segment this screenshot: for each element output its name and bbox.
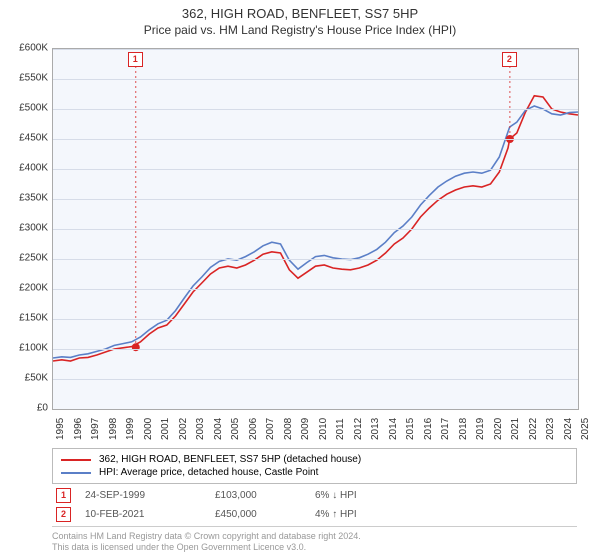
xtick-label: 1998 [108,418,119,440]
xtick-label: 2010 [318,418,329,440]
chart-title: 362, HIGH ROAD, BENFLEET, SS7 5HP [0,0,600,21]
xtick-label: 2004 [213,418,224,440]
xtick-label: 2016 [423,418,434,440]
footer-line-2: This data is licensed under the Open Gov… [52,542,577,553]
sales-date-1: 24-SEP-1999 [85,490,215,501]
plot-area [52,48,579,410]
chart-container: 362, HIGH ROAD, BENFLEET, SS7 5HP Price … [0,0,600,560]
footer-line-1: Contains HM Land Registry data © Crown c… [52,531,577,542]
xtick-label: 1995 [55,418,66,440]
xtick-label: 2017 [440,418,451,440]
sales-table: 1 24-SEP-1999 £103,000 6% ↓ HPI 2 10-FEB… [52,486,577,524]
legend-swatch-hpi [61,472,91,474]
xtick-label: 2005 [230,418,241,440]
sales-price-1: £103,000 [215,490,315,501]
legend: 362, HIGH ROAD, BENFLEET, SS7 5HP (detac… [52,448,577,484]
legend-item-hpi: HPI: Average price, detached house, Cast… [61,466,568,479]
ytick-label: £200K [19,283,48,294]
xtick-label: 2021 [510,418,521,440]
sale-marker-chart: 1 [128,52,143,67]
sales-price-2: £450,000 [215,509,315,520]
ytick-label: £600K [19,43,48,54]
ytick-label: £0 [37,403,48,414]
ytick-label: £550K [19,73,48,84]
ytick-label: £150K [19,313,48,324]
xtick-label: 1999 [125,418,136,440]
xtick-label: 1997 [90,418,101,440]
xtick-label: 1996 [73,418,84,440]
xtick-label: 2025 [580,418,591,440]
legend-swatch-address [61,459,91,461]
ytick-label: £100K [19,343,48,354]
ytick-label: £500K [19,103,48,114]
sales-diff-2: 4% ↑ HPI [315,509,415,520]
sales-marker-2: 2 [56,507,71,522]
xtick-label: 2023 [545,418,556,440]
xtick-label: 2003 [195,418,206,440]
xtick-label: 2012 [353,418,364,440]
xtick-label: 2022 [528,418,539,440]
sale-marker-chart: 2 [502,52,517,67]
sale-point-dot [132,343,140,351]
sales-marker-1: 1 [56,488,71,503]
xtick-label: 2013 [370,418,381,440]
xtick-label: 2011 [335,418,346,440]
xtick-label: 2000 [143,418,154,440]
xtick-label: 2006 [248,418,259,440]
footer: Contains HM Land Registry data © Crown c… [52,526,577,554]
ytick-label: £300K [19,223,48,234]
xtick-label: 2007 [265,418,276,440]
xtick-label: 2008 [283,418,294,440]
legend-label-address: 362, HIGH ROAD, BENFLEET, SS7 5HP (detac… [99,454,361,465]
sales-row-2: 2 10-FEB-2021 £450,000 4% ↑ HPI [52,505,577,524]
legend-item-address: 362, HIGH ROAD, BENFLEET, SS7 5HP (detac… [61,453,568,466]
sales-row-1: 1 24-SEP-1999 £103,000 6% ↓ HPI [52,486,577,505]
ytick-label: £400K [19,163,48,174]
xtick-label: 2024 [563,418,574,440]
ytick-label: £50K [25,373,48,384]
xtick-label: 2020 [493,418,504,440]
ytick-label: £450K [19,133,48,144]
xtick-label: 2018 [458,418,469,440]
chart-subtitle: Price paid vs. HM Land Registry's House … [0,21,600,37]
xtick-label: 2002 [178,418,189,440]
xtick-label: 2009 [300,418,311,440]
hpi_line [53,106,578,358]
ytick-label: £250K [19,253,48,264]
xtick-label: 2014 [388,418,399,440]
xtick-label: 2001 [160,418,171,440]
xtick-label: 2019 [475,418,486,440]
xtick-label: 2015 [405,418,416,440]
ytick-label: £350K [19,193,48,204]
legend-label-hpi: HPI: Average price, detached house, Cast… [99,467,318,478]
sales-diff-1: 6% ↓ HPI [315,490,415,501]
sales-date-2: 10-FEB-2021 [85,509,215,520]
